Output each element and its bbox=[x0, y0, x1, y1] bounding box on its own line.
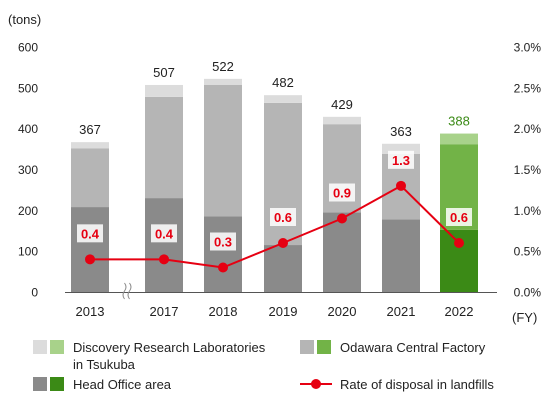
y-tick-label: 600 bbox=[18, 41, 38, 55]
y-tick-label: 200 bbox=[18, 204, 38, 218]
rate-label-bg-2021 bbox=[388, 150, 414, 169]
total-label-2021: 363 bbox=[390, 124, 412, 139]
rate-label-bg-2022 bbox=[446, 208, 472, 226]
y-tick-label: 300 bbox=[18, 163, 38, 177]
y-axis-unit: (tons) bbox=[8, 12, 41, 27]
rate-label-bg-2018 bbox=[210, 232, 236, 251]
bar-segment-2013-1 bbox=[71, 148, 109, 208]
legend-item-2: Head Office area bbox=[33, 377, 172, 392]
y2-tick-label: 3.0% bbox=[514, 41, 542, 55]
legend-label: Rate of disposal in landfills bbox=[340, 377, 494, 392]
landfill-rate-point-2013 bbox=[85, 254, 95, 265]
x-tick-label-2021: 2021 bbox=[387, 304, 416, 319]
legend-label: Odawara Central Factory bbox=[340, 340, 486, 355]
total-labels: 367 507 522 482 429 363 388 bbox=[79, 59, 470, 139]
y-tick-label: 0 bbox=[31, 286, 38, 300]
legend-item-0: Discovery Research Laboratories in Tsukub… bbox=[33, 340, 266, 372]
y-tick-label: 100 bbox=[18, 245, 38, 259]
x-axis-unit: (FY) bbox=[512, 310, 537, 325]
landfill-rate-line: 0.4 0.4 0.3 0.6 0.9 1.3 0.6 bbox=[77, 150, 472, 273]
x-tick-label-2013: 2013 bbox=[76, 304, 105, 319]
rate-label-2019: 0.6 bbox=[274, 210, 292, 225]
bar-segment-2017-0 bbox=[145, 198, 183, 292]
legend-label: in Tsukuba bbox=[73, 357, 136, 372]
rate-label-bg-2019 bbox=[270, 208, 296, 226]
legend-swatch-gray bbox=[300, 340, 314, 354]
y2-tick-label: 0.5% bbox=[514, 245, 542, 259]
rate-label-2022: 0.6 bbox=[450, 210, 468, 225]
total-label-2018: 522 bbox=[212, 59, 234, 74]
landfill-rate-point-2020 bbox=[337, 213, 347, 224]
landfill-rate-point-2021 bbox=[396, 180, 406, 191]
bar-segment-2020-0 bbox=[323, 212, 361, 292]
landfill-rate-point-2018 bbox=[218, 262, 228, 273]
x-tick-label-2022: 2022 bbox=[445, 304, 474, 319]
legend: Discovery Research Laboratories in Tsukub… bbox=[33, 340, 494, 392]
x-tick-label-2017: 2017 bbox=[150, 304, 179, 319]
rate-label-2017: 0.4 bbox=[155, 226, 174, 241]
bar-segment-2017-2 bbox=[145, 84, 183, 97]
legend-swatch-gray bbox=[33, 377, 47, 391]
rate-label-2020: 0.9 bbox=[333, 186, 351, 201]
x-tick-label-2019: 2019 bbox=[269, 304, 298, 319]
y-tick-label: 400 bbox=[18, 122, 38, 136]
bar-segment-2019-0 bbox=[264, 245, 302, 292]
total-label-2022: 388 bbox=[448, 114, 470, 129]
total-label-2020: 429 bbox=[331, 97, 353, 112]
bar-segment-2018-0 bbox=[204, 216, 242, 292]
y2-axis-ticks: 0.0% 0.5% 1.0% 1.5% 2.0% 2.5% 3.0% bbox=[514, 41, 542, 300]
rate-label-2021: 1.3 bbox=[392, 153, 410, 168]
bar-segment-2021-2 bbox=[382, 143, 420, 154]
bar-segment-2018-2 bbox=[204, 78, 242, 85]
bar-segment-2019-2 bbox=[264, 95, 302, 103]
rate-label-2013: 0.4 bbox=[81, 226, 100, 241]
y2-tick-label: 0.0% bbox=[514, 286, 542, 300]
legend-swatch-gray bbox=[33, 340, 47, 354]
rate-label-bg-2020 bbox=[329, 183, 355, 202]
rate-label-2018: 0.3 bbox=[214, 235, 232, 250]
legend-swatch-green bbox=[50, 377, 64, 391]
legend-swatch-green bbox=[317, 340, 331, 354]
bar-segment-2013-0 bbox=[71, 207, 109, 292]
total-label-2019: 482 bbox=[272, 75, 294, 90]
bar-segment-2020-2 bbox=[323, 116, 361, 125]
axis-break-stroke-0 bbox=[122, 282, 127, 300]
legend-swatch-green bbox=[50, 340, 64, 354]
bar-segment-2018-1 bbox=[204, 84, 242, 217]
y2-tick-label: 2.5% bbox=[514, 81, 542, 95]
bar-segment-2021-0 bbox=[382, 219, 420, 292]
x-tick-label-2020: 2020 bbox=[328, 304, 357, 319]
legend-item-3: Rate of disposal in landfills bbox=[300, 377, 494, 392]
legend-label: Head Office area bbox=[73, 377, 172, 392]
x-axis-ticks: 2013 2017 2018 2019 2020 2021 2022 bbox=[76, 304, 474, 319]
y2-tick-label: 1.0% bbox=[514, 204, 542, 218]
landfill-rate-point-2019 bbox=[278, 238, 288, 248]
bar-segment-2022-2 bbox=[440, 133, 478, 145]
bar-segment-2017-1 bbox=[145, 96, 183, 199]
axis-break-mark bbox=[122, 282, 132, 300]
landfill-rate-point-2017 bbox=[159, 254, 169, 265]
x-tick-label-2018: 2018 bbox=[209, 304, 238, 319]
total-label-2013: 367 bbox=[79, 122, 101, 137]
legend-label: Discovery Research Laboratories bbox=[73, 340, 266, 355]
axis-break-stroke-1 bbox=[127, 282, 132, 300]
legend-item-1: Odawara Central Factory bbox=[300, 340, 486, 355]
rate-label-bg-2017 bbox=[151, 224, 177, 243]
legend-line-marker bbox=[311, 379, 321, 389]
y2-tick-label: 2.0% bbox=[514, 122, 542, 136]
y-tick-label: 500 bbox=[18, 81, 38, 95]
y2-tick-label: 1.5% bbox=[514, 163, 542, 177]
bar-segment-2013-2 bbox=[71, 142, 109, 149]
total-label-2017: 507 bbox=[153, 65, 175, 80]
landfill-rate-point-2022 bbox=[454, 238, 464, 248]
y-axis-ticks: 0 100 200 300 400 500 600 bbox=[18, 41, 38, 300]
rate-label-bg-2013 bbox=[77, 224, 103, 243]
